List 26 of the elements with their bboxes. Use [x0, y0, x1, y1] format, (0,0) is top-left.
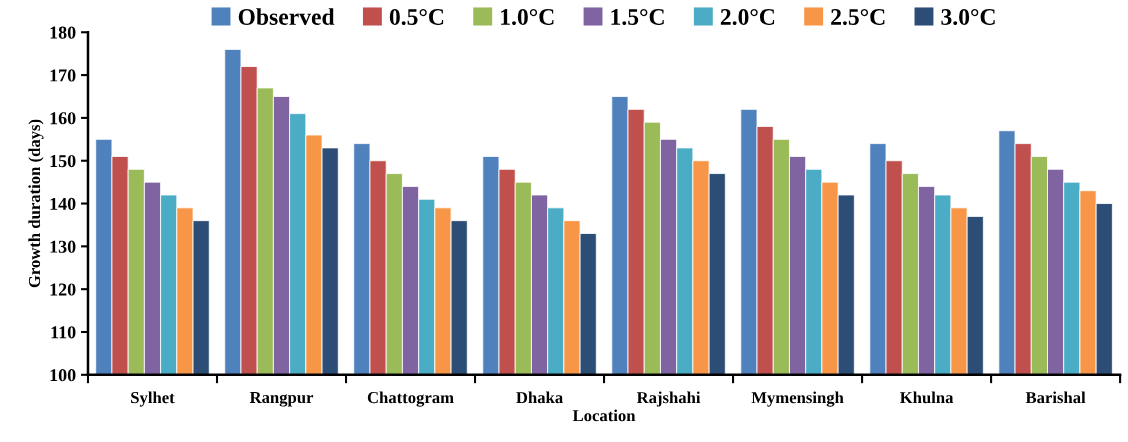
y-tick-label: 130 — [50, 240, 76, 253]
legend-label: 2.0°C — [720, 8, 775, 26]
x-tick-label: Chattogram — [367, 391, 454, 407]
x-tick-label: Mymensingh — [751, 391, 844, 407]
y-tick-label: 170 — [50, 69, 76, 82]
legend-label: 0.5°C — [389, 8, 444, 26]
y-tick-label: 180 — [50, 26, 76, 39]
legend-label: 1.0°C — [501, 8, 554, 26]
legend-label: 2.5°C — [831, 8, 885, 26]
y-tick-label: 110 — [51, 326, 76, 339]
legend-label: 3.0°C — [941, 8, 995, 26]
x-tick-label: Dhaka — [516, 391, 563, 404]
legend-label: Observed — [238, 8, 335, 25]
legend-label: 1.5°C — [611, 8, 664, 26]
x-tick-label: Rajshahi — [636, 391, 701, 407]
y-tick-label: 120 — [50, 283, 76, 296]
y-tick-label: 150 — [50, 154, 76, 168]
x-axis-title: Location — [572, 409, 636, 422]
x-tick-label: Rangpur — [249, 392, 314, 407]
x-tick-label: Sylhet — [131, 391, 175, 407]
y-tick-label: 140 — [50, 197, 76, 210]
y-axis-title: Growth duration (days) — [28, 119, 44, 288]
x-tick-label: Barishal — [1025, 391, 1086, 404]
x-tick-label: Khulna — [900, 391, 954, 404]
y-tick-label: 100 — [50, 369, 76, 382]
y-tick-label: 160 — [50, 112, 76, 125]
